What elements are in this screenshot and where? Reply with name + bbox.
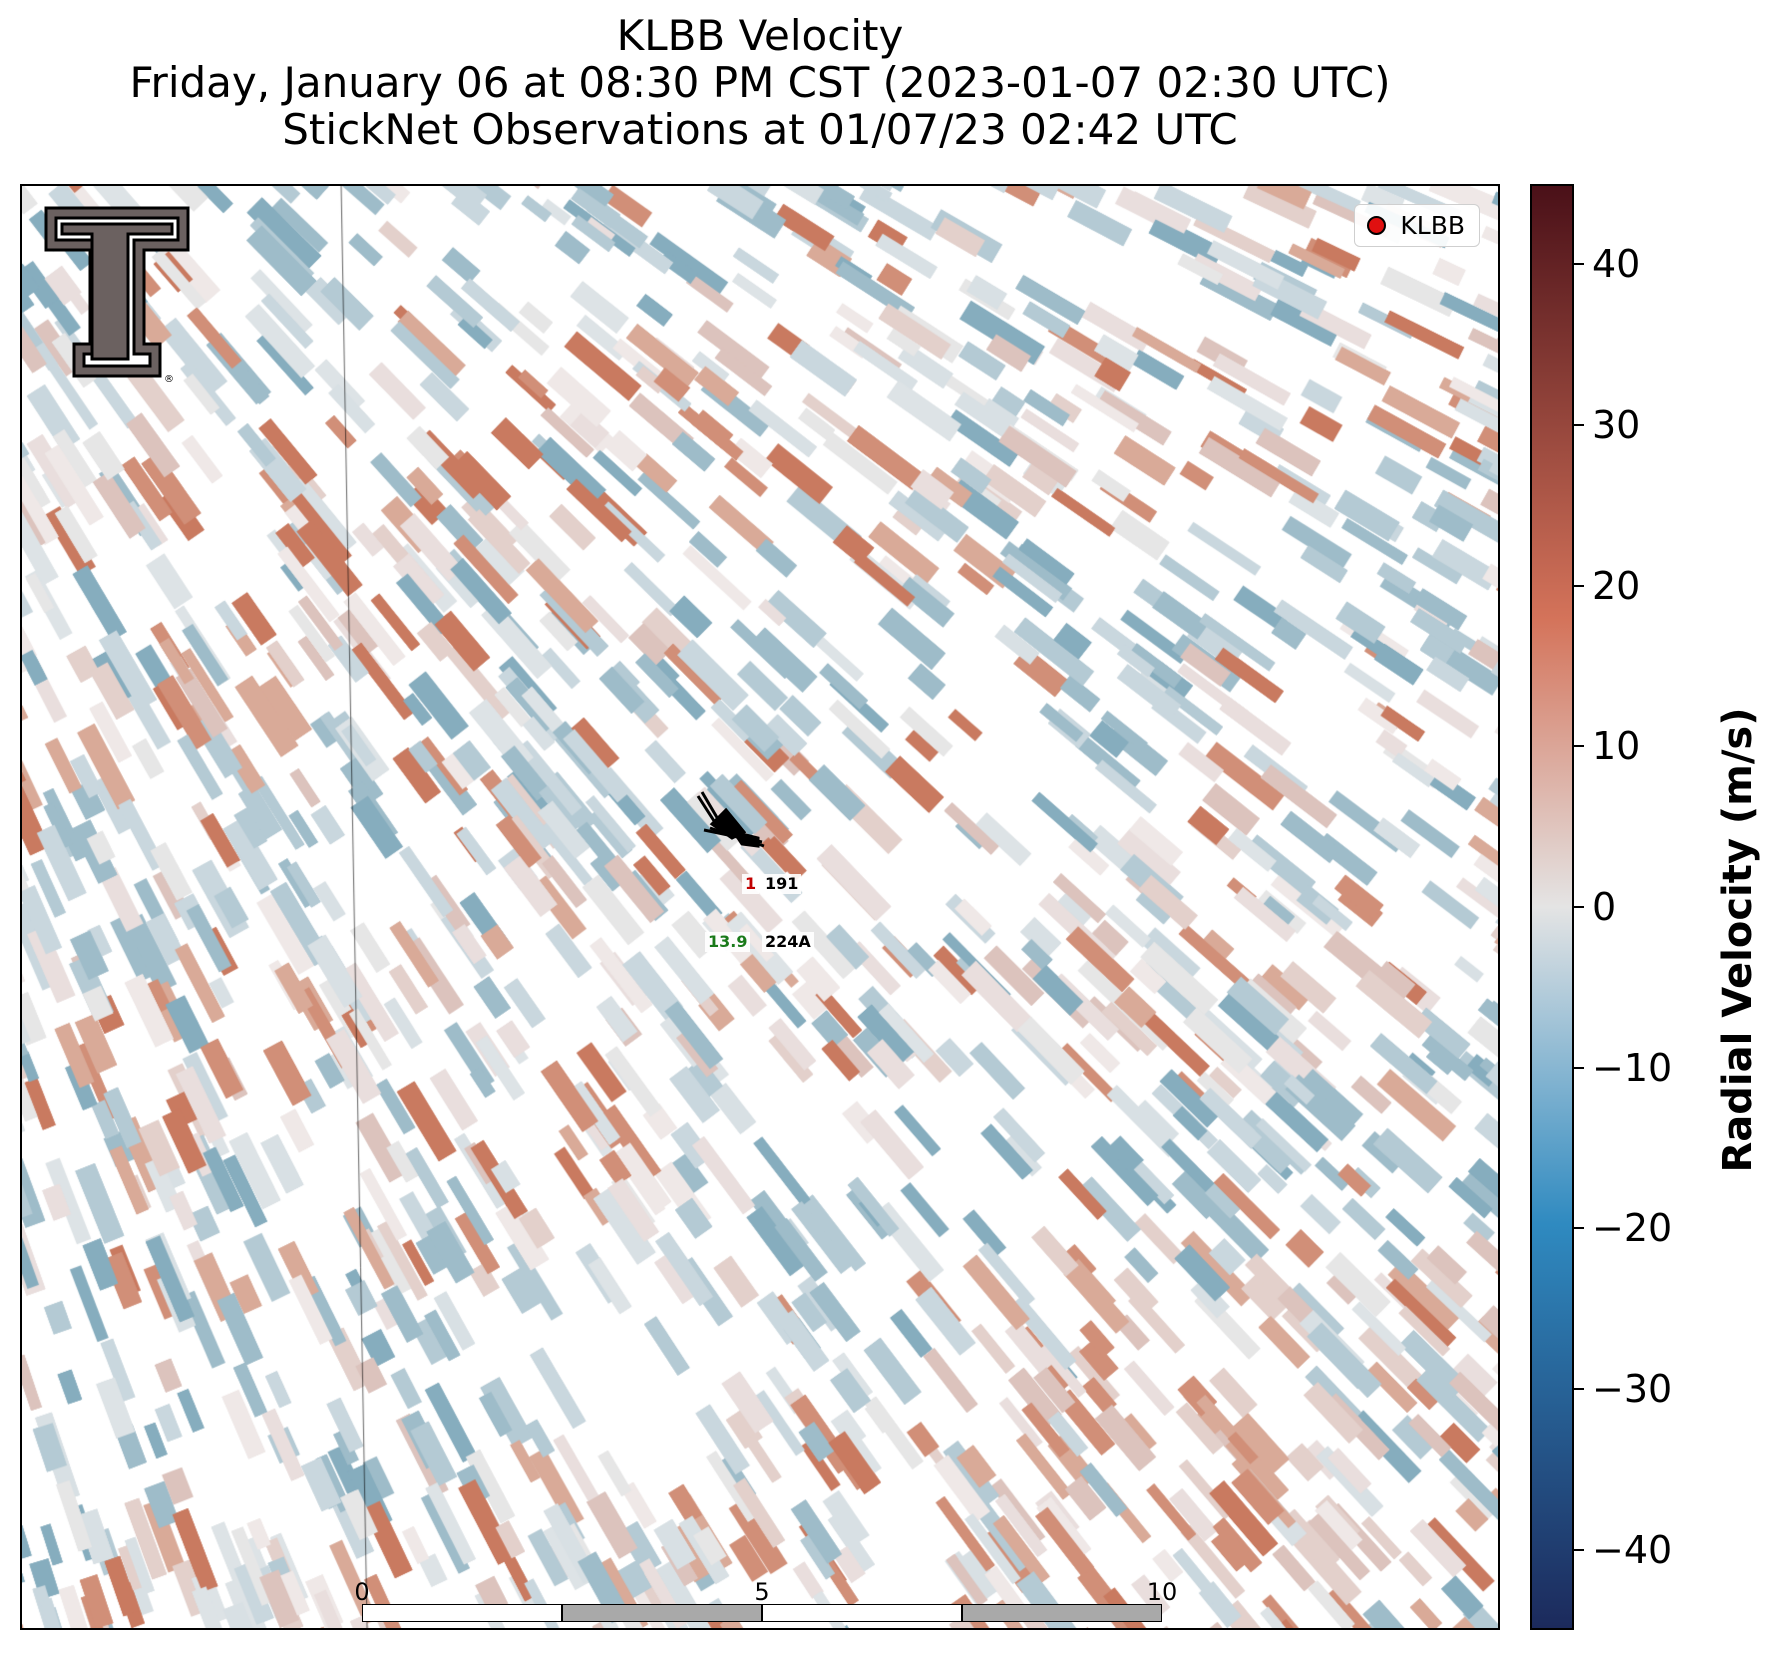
colorbar-tick-label: 20 [1592, 563, 1641, 608]
map-legend: KLBB [1354, 204, 1480, 247]
colorbar-tick-label: 40 [1592, 242, 1641, 287]
title-radar: KLBB Velocity [616, 11, 904, 60]
registered-mark: ® [164, 374, 174, 384]
scale-segment [962, 1604, 1162, 1622]
scale-segment [762, 1604, 962, 1622]
scale-tick-5: 5 [754, 1578, 770, 1606]
colorbar-tick-mark [1574, 263, 1584, 266]
station-id-224a: 224A [762, 932, 814, 952]
klbb-marker-icon [1367, 216, 1387, 235]
scale-segment [362, 1604, 562, 1622]
colorbar-tick-mark [1574, 1227, 1584, 1230]
colorbar-tick-mark [1574, 584, 1584, 587]
map-title: KLBB Velocity Friday, January 06 at 08:3… [20, 12, 1500, 153]
scale-tick-10: 10 [1146, 1578, 1178, 1606]
colorbar-tick-label: 10 [1592, 724, 1641, 769]
scale-tick-0: 0 [354, 1578, 370, 1606]
station-value-191: 1 [742, 874, 760, 894]
scale-bar: 0 5 10 km [354, 1578, 1177, 1628]
velocity-colorbar [1530, 184, 1574, 1630]
velocity-field [22, 186, 1498, 1628]
colorbar-tick-mark [1574, 906, 1584, 908]
scale-segment [562, 1604, 762, 1622]
colorbar-tick-label: 0 [1592, 885, 1617, 929]
radar-map[interactable]: ® KLBB 1 191 13.9 224A 0 5 10 km [20, 184, 1500, 1630]
colorbar-tick-label: −30 [1592, 1367, 1673, 1411]
station-value-224a: 13.9 [705, 932, 751, 952]
title-observations: StickNet Observations at 01/07/23 02:42 … [282, 105, 1238, 154]
colorbar-tick-mark [1574, 745, 1584, 748]
colorbar-tick-label: −20 [1592, 1206, 1673, 1251]
colorbar-tick-label: −40 [1592, 1527, 1673, 1572]
station-id-191: 191 [762, 874, 802, 894]
title-datetime: Friday, January 06 at 08:30 PM CST (2023… [129, 58, 1391, 107]
colorbar-tick-mark [1574, 1388, 1584, 1390]
colorbar-tick-mark [1574, 1066, 1584, 1069]
wind-barb-icon [696, 791, 765, 848]
colorbar-title: Radial Velocity (m/s) [1715, 707, 1761, 1173]
texas-tech-logo-icon: ® [44, 206, 190, 384]
colorbar-tick-label: 30 [1592, 403, 1641, 447]
legend-label: KLBB [1400, 211, 1465, 240]
colorbar-tick-mark [1574, 424, 1584, 426]
colorbar-tick-mark [1574, 1548, 1584, 1551]
colorbar-tick-label: −10 [1592, 1045, 1673, 1090]
scale-unit: km [743, 1626, 780, 1628]
